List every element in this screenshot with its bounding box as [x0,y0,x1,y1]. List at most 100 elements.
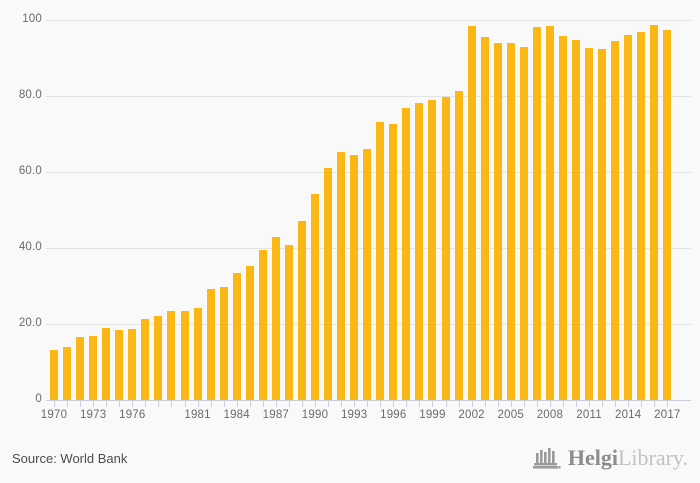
x-axis-tick [223,400,225,407]
x-axis-tick-label: 2017 [654,409,681,421]
x-axis-tick [341,400,343,407]
helgi-library-logo[interactable]: HelgiLibrary. [532,446,688,470]
x-axis-tick [576,400,577,407]
x-axis-tick [419,400,421,407]
x-axis-tick [667,400,669,407]
bar[interactable] [493,42,502,400]
x-axis-tick [288,400,290,407]
logo-word-helgi: Helgi [567,445,618,470]
bar[interactable] [637,32,646,400]
x-axis-tick-label: 2005 [497,409,524,421]
bar[interactable] [115,330,124,400]
x-axis-tick [510,400,512,407]
bar[interactable] [337,151,346,400]
bar[interactable] [506,42,515,400]
bar[interactable] [650,24,659,400]
bar[interactable] [232,272,241,400]
bar[interactable] [141,319,150,400]
x-axis-tick [132,400,134,407]
y-axis-tick-label: 60.0 [18,165,42,177]
bar[interactable] [167,311,176,400]
bar[interactable] [50,349,58,400]
bar[interactable] [572,40,580,400]
bar[interactable] [258,250,267,400]
logo-word-library: Library [617,445,683,470]
x-axis-tick-label: 2008 [536,409,564,421]
bar[interactable] [467,26,476,400]
bar[interactable] [206,289,215,400]
gridline [46,20,691,21]
x-axis-tick [158,400,160,407]
x-axis-tick [406,400,408,407]
x-axis-tick [393,400,395,407]
x-axis-tick [536,400,538,407]
bar[interactable] [363,149,372,400]
bar[interactable] [428,100,437,400]
bar[interactable] [89,335,98,400]
x-axis-tick [106,400,108,407]
bar[interactable] [128,328,137,400]
bar[interactable] [76,336,85,400]
bar[interactable] [585,47,594,400]
bar[interactable] [598,48,607,400]
bar[interactable] [519,46,528,400]
bar[interactable] [545,26,554,400]
bar[interactable] [532,27,541,400]
bar[interactable] [245,265,254,400]
x-axis-tick [315,400,316,407]
x-axis-tick [262,400,264,407]
x-axis-tick [54,400,55,407]
bar[interactable] [297,221,306,400]
bar[interactable] [415,102,424,400]
x-axis-tick [80,400,82,407]
bar[interactable] [624,34,633,400]
bar[interactable] [402,107,411,400]
bar[interactable] [193,307,202,400]
y-axis-tick-label: 100 [22,13,42,25]
x-axis: 1970 1973 1976 1981 1984 1987 1990 1993 1996 1999… [41,400,691,430]
x-axis-tick-label: 1987 [262,409,290,421]
source-label: Source: World Bank [12,451,128,466]
bar[interactable] [180,311,189,400]
bar[interactable] [480,37,489,400]
bar[interactable] [454,90,463,400]
bar[interactable] [154,316,163,400]
bar[interactable] [558,35,567,400]
x-axis-tick-label: 1996 [380,409,407,421]
bar[interactable] [219,286,228,400]
x-axis-tick [328,400,330,407]
bar[interactable] [663,29,672,400]
x-axis-tick [484,400,486,407]
x-axis-tick [562,400,564,407]
x-axis-tick [119,400,121,407]
x-axis-tick-label: 1993 [340,409,368,421]
x-axis-tick [497,400,499,407]
x-axis-tick-label: 1990 [301,409,329,421]
x-axis-tick [184,400,186,407]
bar[interactable] [102,327,111,400]
bar[interactable] [376,121,385,400]
logo-word-suffix: . [682,445,689,470]
x-axis-tick [654,400,656,407]
bar[interactable] [350,154,359,400]
bar[interactable] [63,346,72,400]
bar[interactable] [611,40,620,400]
x-axis-tick [380,400,382,407]
bar[interactable] [311,194,319,400]
x-axis-tick [471,400,473,407]
x-axis-tick [354,400,356,407]
helgi-library-mark-icon [532,448,561,469]
x-axis-tick [445,400,447,407]
x-axis-tick [236,400,238,407]
x-axis-tick [523,400,525,407]
x-axis-tick [145,400,147,407]
x-axis-tick-label: 2011 [576,409,602,421]
bar[interactable] [389,124,398,400]
bar[interactable] [324,168,333,400]
y-axis-tick-label: 80.0 [18,89,42,101]
bar[interactable] [441,96,450,400]
bar[interactable] [284,244,293,400]
x-axis-tick-label: 2014 [614,409,642,421]
bar[interactable] [271,236,280,400]
x-axis-tick [641,400,643,407]
